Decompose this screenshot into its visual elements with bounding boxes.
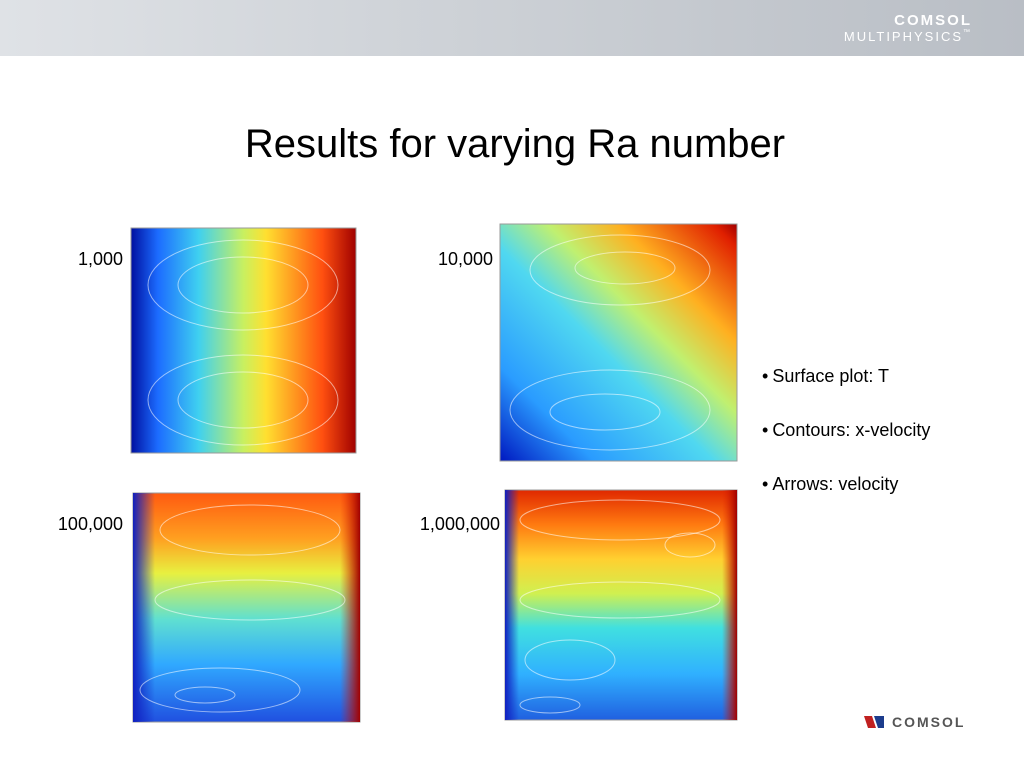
slide-title: Results for varying Ra number [244, 122, 786, 166]
panel-label: 10,000 [437, 249, 493, 269]
header-logo: COMSOL MULTIPHYSICS™ [822, 12, 972, 44]
logo-product-text: MULTIPHYSICS [843, 29, 963, 44]
panel-2 [499, 223, 738, 462]
panel-4 [504, 489, 738, 721]
bullet: Arrows: velocity [762, 474, 930, 495]
footer-logo: COMSOL [892, 714, 966, 730]
bullet: Contours: x-velocity [762, 420, 930, 441]
panel-label: 1,000,000 [419, 514, 500, 534]
header-band: COMSOL MULTIPHYSICS™ [0, 0, 1024, 56]
panel-label: 100,000 [57, 514, 123, 534]
logo-trademark: ™ [963, 29, 972, 36]
footer-logo-mark [864, 716, 884, 728]
panel-3 [132, 492, 361, 723]
bullet-list: Surface plot: T Contours: x-velocity Arr… [762, 366, 930, 528]
bullet: Surface plot: T [762, 366, 930, 387]
panel-label: 1,000 [77, 249, 123, 269]
logo-product: MULTIPHYSICS™ [822, 29, 972, 44]
logo-name: COMSOL [894, 12, 972, 29]
panel-1 [130, 227, 357, 454]
